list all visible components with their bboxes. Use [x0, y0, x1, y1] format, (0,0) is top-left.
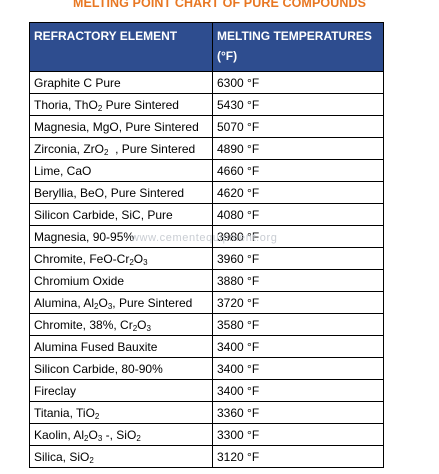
element-text: Magnesia, 90-95%	[34, 229, 135, 244]
element-text: O	[88, 427, 98, 442]
cell-refractory-element: Chromite, 38%, Cr2O3	[29, 313, 213, 336]
cell-melting-temperature: 3120 °F	[212, 445, 384, 468]
cell-melting-temperature: 4660 °F	[212, 159, 384, 182]
formula-subscript: 2	[136, 433, 141, 443]
cell-refractory-element: Lime, CaO	[29, 159, 213, 182]
element-text: Beryllia, BeO, Pure Sintered	[34, 185, 185, 200]
element-text: Magnesia, MgO, Pure Sintered	[34, 119, 199, 134]
element-text: Alumina, Al	[34, 295, 95, 310]
table-row: Alumina, Al2O3, Pure Sintered 3720 °F	[29, 291, 384, 314]
cell-refractory-element: Alumina Fused Bauxite	[29, 335, 213, 358]
formula-subscript: 2	[104, 147, 109, 157]
cell-refractory-element: Chromite, FeO-Cr2O3	[29, 247, 213, 270]
element-text: Alumina Fused Bauxite	[34, 339, 158, 354]
table-row: Zirconia, ZrO2 , Pure Sintered 4890 °F	[29, 137, 384, 160]
element-text: Silicon Carbide, SiC, Pure	[34, 207, 173, 222]
formula-subscript: 2	[94, 301, 99, 311]
element-text: -, SiO	[102, 427, 137, 442]
cell-melting-temperature: 3400 °F	[212, 335, 384, 358]
element-text: Pure Sintered	[102, 97, 179, 112]
table-row: Fireclay 3400 °F	[29, 379, 384, 402]
cell-melting-temperature: 3400 °F	[212, 357, 384, 380]
cell-refractory-element: Titania, TiO2	[29, 401, 213, 424]
cell-melting-temperature: 3720 °F	[212, 291, 384, 314]
cell-melting-temperature: 4620 °F	[212, 181, 384, 204]
formula-subscript: 3	[146, 323, 151, 333]
element-text: Titania, TiO	[34, 405, 95, 420]
table-row: Chromium Oxide 3880 °F	[29, 269, 384, 292]
cell-refractory-element: Silicon Carbide, SiC, Pure	[29, 203, 213, 226]
melting-point-table: REFRACTORY ELEMENT MELTING TEMPERATURES …	[29, 22, 384, 468]
cell-refractory-element: Fireclay	[29, 379, 213, 402]
table-row: Titania, TiO2 3360 °F	[29, 401, 384, 424]
cell-melting-temperature: 3360 °F	[212, 401, 384, 424]
cell-refractory-element: Alumina, Al2O3, Pure Sintered	[29, 291, 213, 314]
element-text: Zirconia, ZrO	[34, 141, 105, 156]
element-text: Graphite C Pure	[34, 75, 121, 90]
formula-subscript: 2	[84, 433, 89, 443]
table-row: Kaolin, Al2O3 -, SiO2 3300 °F	[29, 423, 384, 446]
element-text: O	[133, 251, 144, 266]
element-text: , Pure Sintered	[108, 141, 196, 156]
cell-refractory-element: Magnesia, 90-95%	[29, 225, 213, 248]
table-row: Chromite, 38%, Cr2O3 3580 °F	[29, 313, 384, 336]
table-row: Alumina Fused Bauxite 3400 °F	[29, 335, 384, 358]
cell-melting-temperature: 5070 °F	[212, 115, 384, 138]
cell-refractory-element: Magnesia, MgO, Pure Sintered	[29, 115, 213, 138]
formula-subscript: 2	[129, 257, 134, 267]
table-row: Beryllia, BeO, Pure Sintered 4620 °F	[29, 181, 384, 204]
formula-subscript: 2	[132, 323, 138, 333]
table-row: Magnesia, 90-95% 3980 °F	[29, 225, 384, 248]
table-row: Magnesia, MgO, Pure Sintered 5070 °F	[29, 115, 384, 138]
element-text: Chromite, FeO-Cr	[34, 251, 130, 266]
element-text: Fireclay	[34, 383, 77, 398]
table-row: Silicon Carbide, 80-90% 3400 °F	[29, 357, 384, 380]
cell-refractory-element: Kaolin, Al2O3 -, SiO2	[29, 423, 213, 446]
element-text: O	[137, 317, 147, 332]
element-text: Kaolin, Al	[34, 427, 85, 442]
table-row: Thoria, ThO2 Pure Sintered 5430 °F	[29, 93, 384, 116]
cell-refractory-element: Zirconia, ZrO2 , Pure Sintered	[29, 137, 213, 160]
cell-refractory-element: Thoria, ThO2 Pure Sintered	[29, 93, 213, 116]
formula-subscript: 2	[97, 103, 103, 113]
cell-refractory-element: Silicon Carbide, 80-90%	[29, 357, 213, 380]
cell-refractory-element: Beryllia, BeO, Pure Sintered	[29, 181, 213, 204]
element-text: Lime, CaO	[34, 163, 92, 178]
cell-melting-temperature: 3580 °F	[212, 313, 384, 336]
table-row: Graphite C Pure 6300 °F	[29, 71, 384, 94]
element-text: Chromite, 38%, Cr	[34, 317, 133, 332]
column-header-temperature: MELTING TEMPERATURES (°F)	[212, 22, 384, 72]
element-text: Silica, SiO	[34, 449, 90, 464]
formula-subscript: 2	[89, 455, 94, 465]
table-body: Graphite C Pure 6300 °F Thoria, ThO2 Pure …	[29, 71, 384, 468]
cell-melting-temperature: 3980 °F	[212, 225, 384, 248]
formula-subscript: 3	[143, 257, 148, 267]
element-text: Chromium Oxide	[34, 273, 125, 288]
formula-subscript: 3	[97, 433, 103, 443]
cell-melting-temperature: 3300 °F	[212, 423, 384, 446]
cell-melting-temperature: 4080 °F	[212, 203, 384, 226]
formula-subscript: 2	[94, 411, 100, 421]
table-row: Chromite, FeO-Cr2O3 3960 °F	[29, 247, 384, 270]
document-title: MELTING POINT CHART OF PURE COMPOUNDS	[72, 0, 367, 10]
table-row: Silicon Carbide, SiC, Pure 4080 °F	[29, 203, 384, 226]
table-row: Lime, CaO 4660 °F	[29, 159, 384, 182]
element-text: Silicon Carbide, 80-90%	[34, 361, 163, 376]
cell-refractory-element: Chromium Oxide	[29, 269, 213, 292]
table-header-row: REFRACTORY ELEMENT MELTING TEMPERATURES …	[29, 22, 384, 72]
element-text: O	[98, 295, 108, 310]
element-text: Thoria, ThO	[34, 97, 98, 112]
cell-melting-temperature: 3960 °F	[212, 247, 384, 270]
cell-refractory-element: Silica, SiO2	[29, 445, 213, 468]
cell-refractory-element: Graphite C Pure	[29, 71, 213, 94]
cell-melting-temperature: 3880 °F	[212, 269, 384, 292]
cell-melting-temperature: 5430 °F	[212, 93, 384, 116]
cell-melting-temperature: 6300 °F	[212, 71, 384, 94]
cell-melting-temperature: 3400 °F	[212, 379, 384, 402]
element-text: , Pure Sintered	[112, 295, 193, 310]
formula-subscript: 3	[107, 301, 113, 311]
column-header-element: REFRACTORY ELEMENT	[29, 22, 213, 72]
cell-melting-temperature: 4890 °F	[212, 137, 384, 160]
table-row: Silica, SiO2 3120 °F	[29, 445, 384, 468]
